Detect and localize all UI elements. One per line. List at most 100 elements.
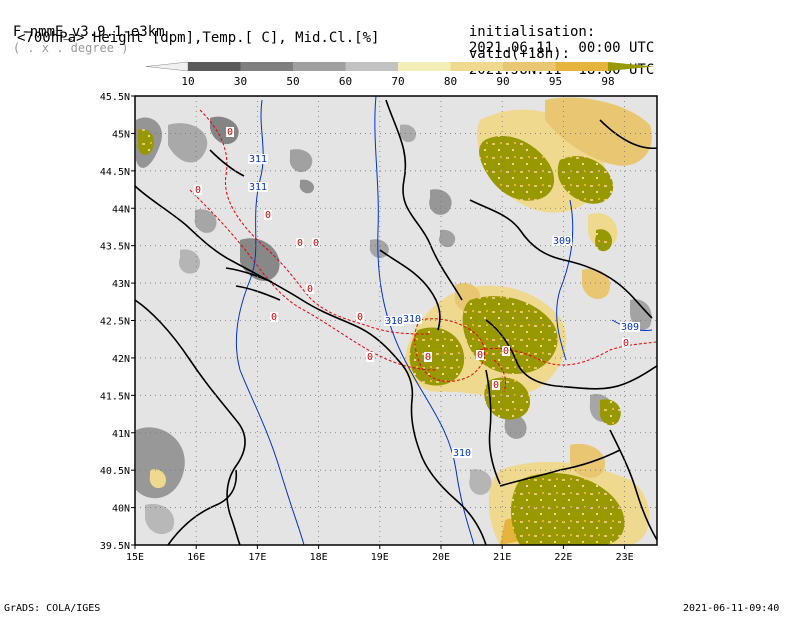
temp-label-text: 0 xyxy=(265,210,271,221)
colorbar-swatch xyxy=(503,62,556,71)
temp-label: 0 xyxy=(312,238,320,249)
colorbar-label: 70 xyxy=(391,75,404,88)
temp-label: 0 xyxy=(306,284,314,295)
temp-label-text: 0 xyxy=(227,127,233,138)
temp-label: 0 xyxy=(366,352,374,363)
temp-label: 0 xyxy=(622,338,630,349)
init-time: initialisation: 2021.06.11. 00:00 UTC xyxy=(452,8,654,56)
temp-label: 0 xyxy=(194,185,202,196)
colorbar-swatch xyxy=(240,62,293,71)
lat-tick-label: 41N xyxy=(112,429,130,440)
height-label: 310 xyxy=(384,316,404,327)
lon-tick-label: 19E xyxy=(371,552,389,563)
height-label: 310 xyxy=(452,448,472,459)
lat-tick-label: 45.5N xyxy=(100,92,130,103)
lon-axis: 15E 16E 17E 18E 19E 20E 21E 22E 23E xyxy=(126,545,634,563)
colorbar: 10 30 50 60 70 80 90 95 98 xyxy=(145,61,654,88)
temp-label-text: 0 xyxy=(357,312,363,323)
height-label-text: 310 xyxy=(403,314,421,325)
lat-axis: 45.5N 45N 44.5N 44N 43.5N 43N 42.5N 42N 41.5N 41N… xyxy=(100,92,135,552)
gridlines xyxy=(135,96,657,545)
colorbar-label: 95 xyxy=(549,75,562,88)
lat-tick-label: 45N xyxy=(112,129,130,140)
height-label: 311 xyxy=(248,182,268,193)
colorbar-label: 30 xyxy=(234,75,247,88)
colorbar-label: 80 xyxy=(444,75,457,88)
lat-tick-label: 42.5N xyxy=(100,317,130,328)
temp-label-text: 0 xyxy=(493,380,499,391)
cloud-olive xyxy=(137,129,625,545)
temp-label-text: 0 xyxy=(367,352,373,363)
model-title: F-nmmE_v3.9.1-e3km ( . x . degree ) xyxy=(0,8,165,56)
temp-label-text: 0 xyxy=(313,238,319,249)
temp-label-text: 0 xyxy=(195,185,201,196)
lon-tick-label: 16E xyxy=(187,552,205,563)
temp-label: 0 xyxy=(226,127,234,138)
temp-label-text: 0 xyxy=(297,238,303,249)
valid-label: valid(+18h): xyxy=(468,46,571,62)
footer-timestamp: 2021-06-11-09:40 xyxy=(683,603,780,614)
temp-label: 0 xyxy=(476,350,484,361)
lat-tick-label: 39.5N xyxy=(100,541,130,552)
units-note: ( . x . degree ) xyxy=(12,41,129,55)
temp-label: 0 xyxy=(492,380,500,391)
height-labels: 311 311 309 310 310 309 310 xyxy=(248,154,640,459)
temp-label-text: 0 xyxy=(623,338,629,349)
temp-label-text: 0 xyxy=(307,284,313,295)
init-value: 2021.06.11. 00:00 UTC xyxy=(468,40,655,56)
colorbar-swatch xyxy=(398,62,451,71)
height-label-text: 309 xyxy=(553,236,571,247)
temp-labels: 0 0 0 0 0 0 0 0 0 0 0 0 0 0 xyxy=(194,127,630,391)
lon-tick-label: 23E xyxy=(616,552,634,563)
temp-label-text: 0 xyxy=(425,352,431,363)
colorbar-swatch xyxy=(293,62,346,71)
lon-tick-label: 22E xyxy=(554,552,572,563)
height-label-text: 311 xyxy=(249,182,267,193)
height-label-text: 310 xyxy=(453,448,471,459)
lon-tick-label: 15E xyxy=(126,552,144,563)
temp-label: 0 xyxy=(264,210,272,221)
height-label: 309 xyxy=(552,236,572,247)
colorbar-high-arrow xyxy=(608,62,654,71)
temp-label: 0 xyxy=(356,312,364,323)
colorbar-label: 60 xyxy=(339,75,352,88)
footer-credit: GrADS: COLA/IGES xyxy=(4,603,101,614)
colorbar-label: 98 xyxy=(601,75,614,88)
height-label-text: 310 xyxy=(385,316,403,327)
colorbar-low-arrow xyxy=(145,61,189,72)
lat-tick-label: 40.5N xyxy=(100,466,130,477)
map-area: 0 0 0 0 0 0 0 0 0 0 0 0 0 0 311 311 309 … xyxy=(135,96,657,545)
colorbar-swatch xyxy=(450,62,503,71)
temp-label-text: 0 xyxy=(271,312,277,323)
temp-label-text: 0 xyxy=(503,346,509,357)
colorbar-label: 90 xyxy=(496,75,509,88)
colorbar-swatch xyxy=(555,62,608,71)
height-label: 311 xyxy=(248,154,268,165)
init-label: initialisation: xyxy=(468,24,596,40)
model-name: F-nmmE_v3.9.1-e3km xyxy=(12,24,165,40)
temp-label-text: 0 xyxy=(477,350,483,361)
colorbar-label: 50 xyxy=(286,75,299,88)
temp-label: 0 xyxy=(296,238,304,249)
lon-tick-label: 20E xyxy=(432,552,450,563)
lat-tick-label: 41.5N xyxy=(100,391,130,402)
colorbar-swatch xyxy=(345,62,398,71)
colorbar-swatch xyxy=(188,62,241,71)
height-label-text: 311 xyxy=(249,154,267,165)
colorbar-label: 10 xyxy=(181,75,194,88)
lon-tick-label: 17E xyxy=(248,552,266,563)
height-label: 310 xyxy=(402,314,422,325)
temp-label: 0 xyxy=(424,352,432,363)
lat-tick-label: 44N xyxy=(112,204,130,215)
height-label: 309 xyxy=(620,322,640,333)
height-label-text: 309 xyxy=(621,322,639,333)
lon-tick-label: 21E xyxy=(493,552,511,563)
lat-tick-label: 43.5N xyxy=(100,242,130,253)
lat-tick-label: 42N xyxy=(112,354,130,365)
temp-label: 0 xyxy=(502,346,510,357)
lat-tick-label: 40N xyxy=(112,504,130,515)
borders xyxy=(135,99,657,545)
lon-tick-label: 18E xyxy=(310,552,328,563)
temp-label: 0 xyxy=(270,312,278,323)
